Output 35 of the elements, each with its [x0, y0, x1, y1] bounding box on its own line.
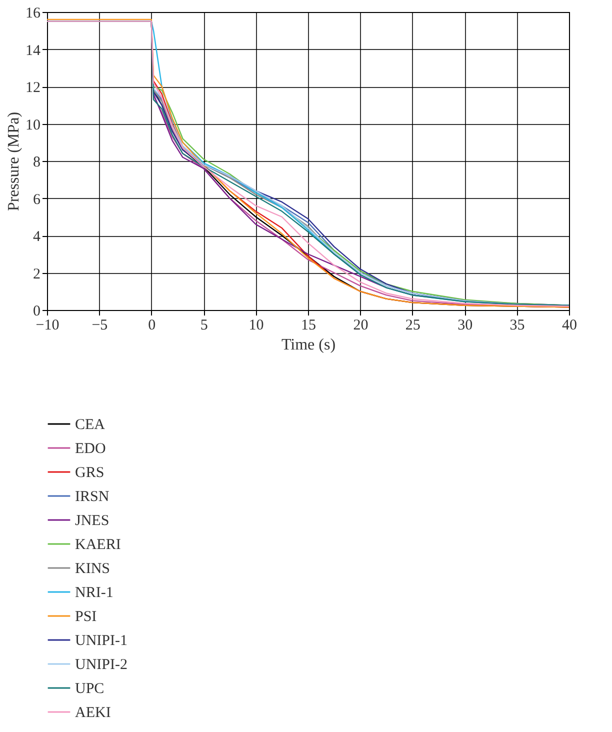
- y-tick-label: 6: [33, 192, 41, 208]
- legend-label: AEKI: [75, 705, 111, 721]
- x-tick-label: 10: [248, 318, 264, 334]
- legend-label: UNIPI-1: [75, 633, 128, 649]
- y-tick-label: 16: [26, 6, 41, 22]
- y-tick-label: 4: [33, 229, 41, 245]
- legend-label: UNIPI-2: [75, 657, 128, 673]
- legend-label: UPC: [75, 681, 104, 697]
- legend-label: PSI: [75, 609, 97, 625]
- x-tick-label: 30: [458, 318, 473, 334]
- legend-label: EDO: [75, 441, 106, 457]
- y-tick-label: 0: [33, 304, 40, 320]
- x-tick-label: 20: [353, 318, 368, 334]
- legend-label: CEA: [75, 417, 106, 433]
- y-tick-label: 14: [26, 42, 41, 59]
- legend-label: GRS: [75, 465, 104, 481]
- x-tick-label: 35: [510, 318, 525, 334]
- x-tick-label: 5: [200, 318, 208, 334]
- x-tick-label: 25: [405, 318, 420, 334]
- x-tick-label: 0: [148, 318, 156, 334]
- y-tick-label: 12: [26, 80, 40, 96]
- x-tick-label: −5: [92, 318, 108, 334]
- legend-label: KINS: [75, 561, 110, 577]
- x-tick-label: −10: [36, 318, 60, 334]
- x-tick-label: 40: [562, 318, 577, 334]
- x-axis-title: Time (s): [281, 336, 336, 354]
- y-tick-label: 10: [26, 117, 40, 134]
- x-tick-label: 15: [301, 318, 316, 334]
- legend-label: IRSN: [75, 489, 110, 505]
- legend-label: NRI-1: [75, 585, 114, 601]
- y-tick-label: 8: [33, 154, 40, 170]
- y-tick-label: 2: [33, 266, 40, 282]
- legend-label: JNES: [75, 513, 110, 529]
- y-axis-title: Pressure (MPa): [6, 112, 22, 212]
- legend-label: KAERI: [75, 537, 121, 553]
